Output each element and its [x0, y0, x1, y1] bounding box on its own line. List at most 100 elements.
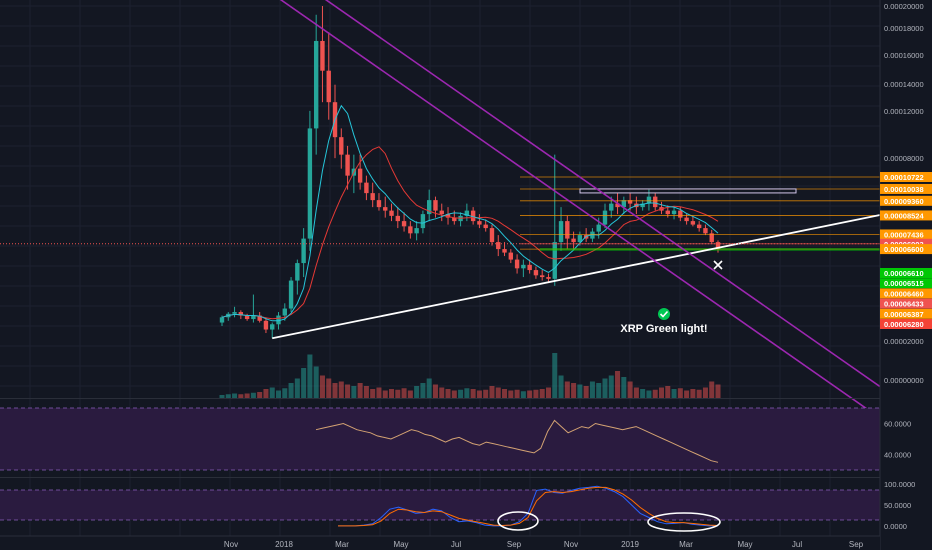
- candle-body: [282, 308, 287, 316]
- volume-bar: [533, 389, 539, 398]
- candle-body: [540, 275, 545, 278]
- candle-body: [389, 210, 394, 216]
- volume-bar: [294, 378, 300, 398]
- volume-bar: [301, 368, 307, 398]
- volume-bar: [282, 388, 288, 398]
- candle-body: [257, 315, 262, 321]
- candle-body: [439, 210, 444, 215]
- volume-bar: [407, 390, 413, 398]
- volume-bar: [615, 371, 621, 398]
- candle-body: [521, 264, 526, 269]
- volume-bar: [552, 353, 558, 398]
- price-tick-label: 0.00002000: [884, 337, 924, 346]
- stoch-pane[interactable]: [0, 485, 880, 532]
- volume-bar: [432, 384, 438, 398]
- volume-bar: [439, 387, 445, 398]
- volume-bar: [219, 395, 225, 398]
- highlight-circle: [647, 512, 721, 532]
- price-label-box: [880, 319, 932, 329]
- candle-body: [690, 221, 696, 225]
- price-label-box: [880, 229, 932, 240]
- rsi-pane[interactable]: [0, 407, 880, 471]
- candle-body: [288, 280, 294, 309]
- candle-body: [483, 224, 488, 229]
- candle-body: [577, 235, 583, 243]
- price-label-box: [880, 210, 932, 221]
- price-tick-label: 0.00014000: [884, 80, 924, 89]
- candle-body: [653, 196, 658, 208]
- price-tick-label: 0.00016000: [884, 51, 924, 60]
- candle-body: [276, 315, 281, 325]
- candle-body: [307, 128, 313, 239]
- candle-body: [696, 224, 702, 229]
- stoch-tick-label: 50.0000: [884, 501, 911, 510]
- volume-bar: [363, 386, 369, 398]
- volume-bar: [445, 389, 451, 398]
- volume-bar: [319, 375, 325, 398]
- volume-bar: [690, 389, 696, 398]
- time-axis-label: Jul: [451, 540, 461, 549]
- price-tick-label: 0.00020000: [884, 2, 924, 11]
- candle-body: [345, 154, 350, 176]
- volume-bar: [464, 388, 470, 398]
- volume-bar: [470, 389, 476, 398]
- volume-bar: [244, 393, 250, 398]
- price-label-text: 0.00007436: [884, 230, 924, 239]
- volume-bar: [677, 388, 683, 398]
- candle-body: [408, 226, 413, 234]
- volume-bar: [571, 383, 577, 398]
- price-label-text: 0.00008524: [884, 211, 924, 220]
- volume-bar: [564, 381, 570, 398]
- volume-bar: [589, 381, 595, 398]
- highlight-circle: [497, 511, 539, 531]
- price-tick-label: 0.00012000: [884, 107, 924, 116]
- volume-bar: [652, 389, 658, 398]
- time-axis-label: May: [737, 540, 752, 549]
- volume-bar: [508, 390, 514, 398]
- rsi-tick-label: 40.0000: [884, 451, 911, 460]
- candle-body: [640, 203, 645, 208]
- candle-body: [452, 217, 457, 222]
- candle-body: [508, 252, 514, 260]
- candle-body: [420, 214, 426, 229]
- price-tick-label: 0.00018000: [884, 24, 924, 33]
- stoch-band: [0, 490, 880, 520]
- annotation: XRP Green light!: [620, 308, 708, 335]
- candle-body: [326, 70, 331, 103]
- candle-body: [546, 277, 551, 279]
- price-label-text: 0.00009360: [884, 197, 924, 206]
- time-axis-label: 2018: [275, 540, 293, 549]
- volume-bar: [602, 378, 608, 398]
- time-axis-label: May: [393, 540, 408, 549]
- candle-body: [571, 238, 576, 243]
- price-label-box: [880, 278, 932, 289]
- channel-upper-line[interactable]: [262, 0, 881, 388]
- candle-body: [426, 200, 432, 215]
- candle-body: [320, 40, 325, 71]
- volume-bar: [288, 383, 294, 398]
- channel-lower-line[interactable]: [262, 0, 881, 419]
- candle-body: [671, 210, 677, 215]
- price-label-text: 0.00006387: [884, 310, 924, 319]
- volume-bar: [558, 375, 564, 398]
- price-label-text: 0.00006460: [884, 289, 924, 298]
- time-axis-label: Nov: [564, 540, 578, 549]
- rsi-line: [315, 419, 719, 463]
- volume-bar: [232, 393, 238, 398]
- moving-averages: [221, 104, 719, 322]
- volume-bar: [514, 389, 520, 398]
- candle-body: [395, 215, 400, 222]
- cross-marker-icon: [713, 260, 723, 270]
- support-trendline[interactable]: [272, 214, 881, 340]
- volume-bar: [483, 389, 489, 398]
- candle-body: [357, 168, 363, 183]
- candle-body: [339, 137, 344, 155]
- candle-body: [527, 264, 532, 271]
- candle-body: [665, 210, 670, 215]
- time-axis: Nov 2018 Mar May Jul Sep Nov 2019 Mar May Jul Sep: [224, 540, 864, 549]
- candle-body: [646, 196, 652, 204]
- time-axis-label: Sep: [507, 540, 522, 549]
- price-label-text: 0.00010038: [884, 185, 924, 194]
- volume-bar: [621, 377, 627, 398]
